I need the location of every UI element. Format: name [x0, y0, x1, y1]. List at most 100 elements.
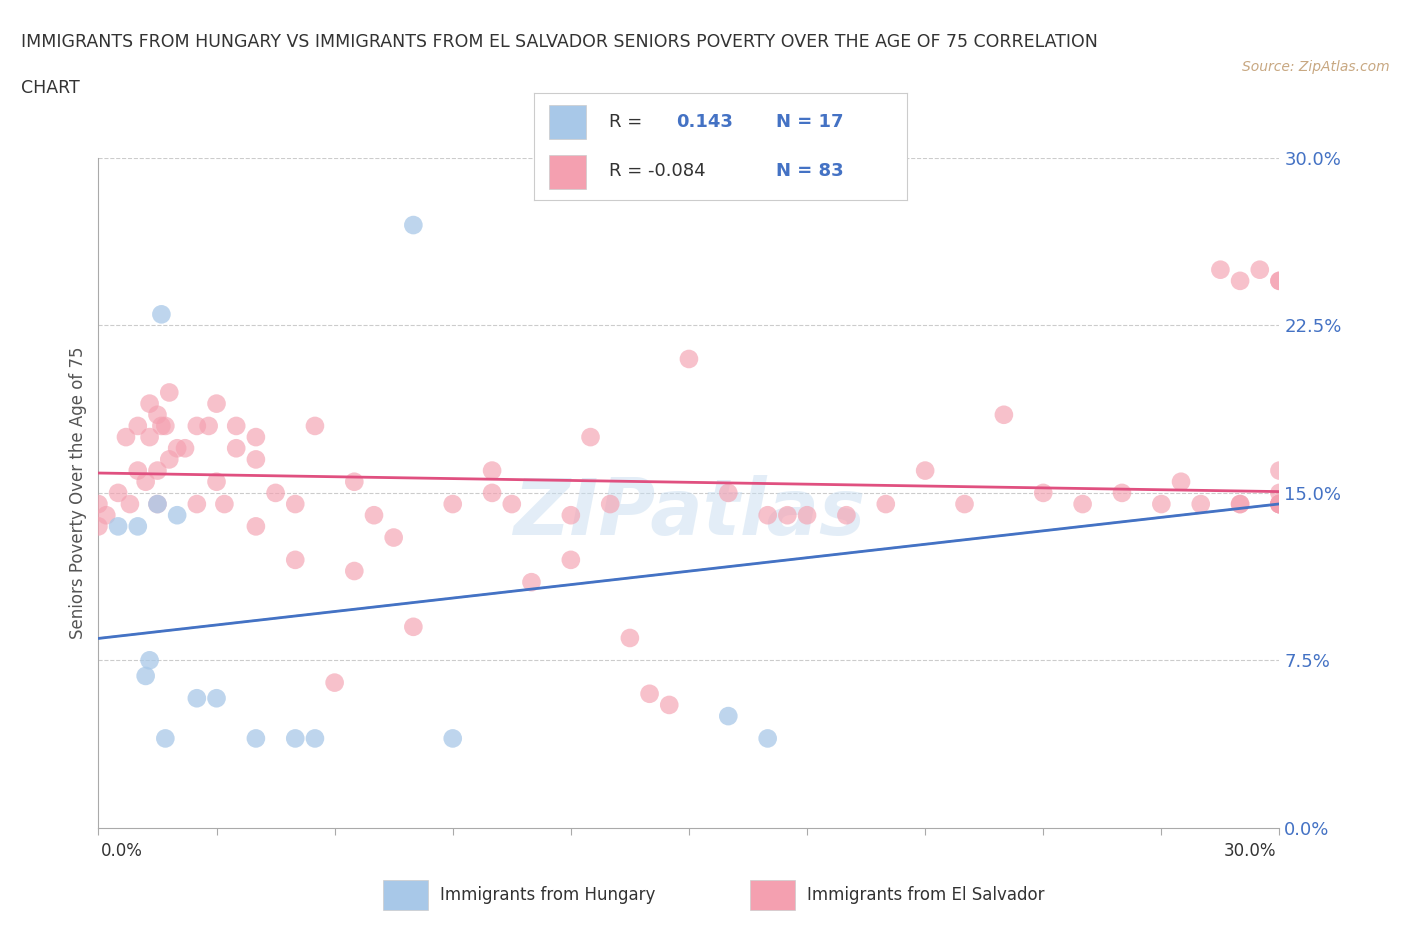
Point — [157, 385, 180, 400]
Point — [953, 497, 976, 512]
Point — [796, 508, 818, 523]
Point — [1268, 497, 1291, 512]
Point — [756, 731, 779, 746]
Text: 30.0%: 30.0% — [1225, 842, 1277, 859]
Point — [155, 418, 177, 433]
Point — [107, 485, 129, 500]
Point — [284, 552, 307, 567]
Point — [127, 519, 149, 534]
Point — [1229, 497, 1251, 512]
Point — [245, 430, 267, 445]
Point — [155, 731, 177, 746]
Point — [1268, 497, 1291, 512]
Text: ZIPatlas: ZIPatlas — [513, 475, 865, 551]
Point — [186, 418, 208, 433]
Point — [638, 686, 661, 701]
Point — [560, 508, 582, 523]
Text: 0.0%: 0.0% — [101, 842, 143, 859]
Point — [619, 631, 641, 645]
Point — [776, 508, 799, 523]
Point — [1209, 262, 1232, 277]
FancyBboxPatch shape — [749, 880, 794, 910]
Point — [382, 530, 405, 545]
Point — [186, 497, 208, 512]
Point — [284, 731, 307, 746]
Point — [127, 463, 149, 478]
Text: N = 17: N = 17 — [776, 113, 844, 131]
Point — [658, 698, 681, 712]
Point — [127, 418, 149, 433]
Point — [135, 669, 157, 684]
Point — [87, 497, 110, 512]
Point — [599, 497, 621, 512]
FancyBboxPatch shape — [550, 105, 586, 139]
Point — [1268, 497, 1291, 512]
Point — [343, 564, 366, 578]
Point — [1150, 497, 1173, 512]
Point — [135, 474, 157, 489]
Point — [304, 418, 326, 433]
Point — [304, 731, 326, 746]
Point — [343, 474, 366, 489]
Point — [87, 519, 110, 534]
Point — [166, 441, 188, 456]
Text: R = -0.084: R = -0.084 — [609, 162, 706, 180]
Point — [146, 497, 169, 512]
Point — [402, 619, 425, 634]
Point — [1268, 273, 1291, 288]
Point — [560, 552, 582, 567]
Point — [1268, 485, 1291, 500]
Point — [1268, 497, 1291, 512]
Point — [284, 497, 307, 512]
Text: IMMIGRANTS FROM HUNGARY VS IMMIGRANTS FROM EL SALVADOR SENIORS POVERTY OVER THE : IMMIGRANTS FROM HUNGARY VS IMMIGRANTS FR… — [21, 33, 1098, 50]
Point — [875, 497, 897, 512]
Point — [138, 396, 160, 411]
Point — [138, 430, 160, 445]
Point — [323, 675, 346, 690]
Point — [1229, 497, 1251, 512]
Point — [481, 463, 503, 478]
Text: CHART: CHART — [21, 79, 80, 97]
Point — [205, 474, 228, 489]
Text: N = 83: N = 83 — [776, 162, 844, 180]
Point — [174, 441, 197, 456]
Point — [363, 508, 385, 523]
Point — [166, 508, 188, 523]
Point — [717, 709, 740, 724]
Point — [1189, 497, 1212, 512]
Point — [914, 463, 936, 478]
Point — [1268, 273, 1291, 288]
Point — [118, 497, 141, 512]
Point — [756, 508, 779, 523]
Point — [150, 307, 173, 322]
Point — [245, 452, 267, 467]
Point — [678, 352, 700, 366]
Point — [146, 407, 169, 422]
Y-axis label: Seniors Poverty Over the Age of 75: Seniors Poverty Over the Age of 75 — [69, 347, 87, 639]
Point — [441, 731, 464, 746]
Text: Immigrants from Hungary: Immigrants from Hungary — [440, 886, 655, 904]
Text: 0.143: 0.143 — [676, 113, 733, 131]
Point — [717, 485, 740, 500]
Point — [197, 418, 219, 433]
Text: Source: ZipAtlas.com: Source: ZipAtlas.com — [1241, 60, 1389, 74]
Point — [1170, 474, 1192, 489]
Point — [1111, 485, 1133, 500]
FancyBboxPatch shape — [550, 155, 586, 190]
Point — [1268, 463, 1291, 478]
Point — [1268, 497, 1291, 512]
Point — [245, 731, 267, 746]
Point — [157, 452, 180, 467]
Point — [1229, 273, 1251, 288]
Point — [205, 396, 228, 411]
Point — [138, 653, 160, 668]
Point — [402, 218, 425, 232]
Point — [481, 485, 503, 500]
Point — [146, 463, 169, 478]
Point — [993, 407, 1015, 422]
Point — [1249, 262, 1271, 277]
Point — [107, 519, 129, 534]
Point — [205, 691, 228, 706]
Point — [501, 497, 523, 512]
Point — [1071, 497, 1094, 512]
